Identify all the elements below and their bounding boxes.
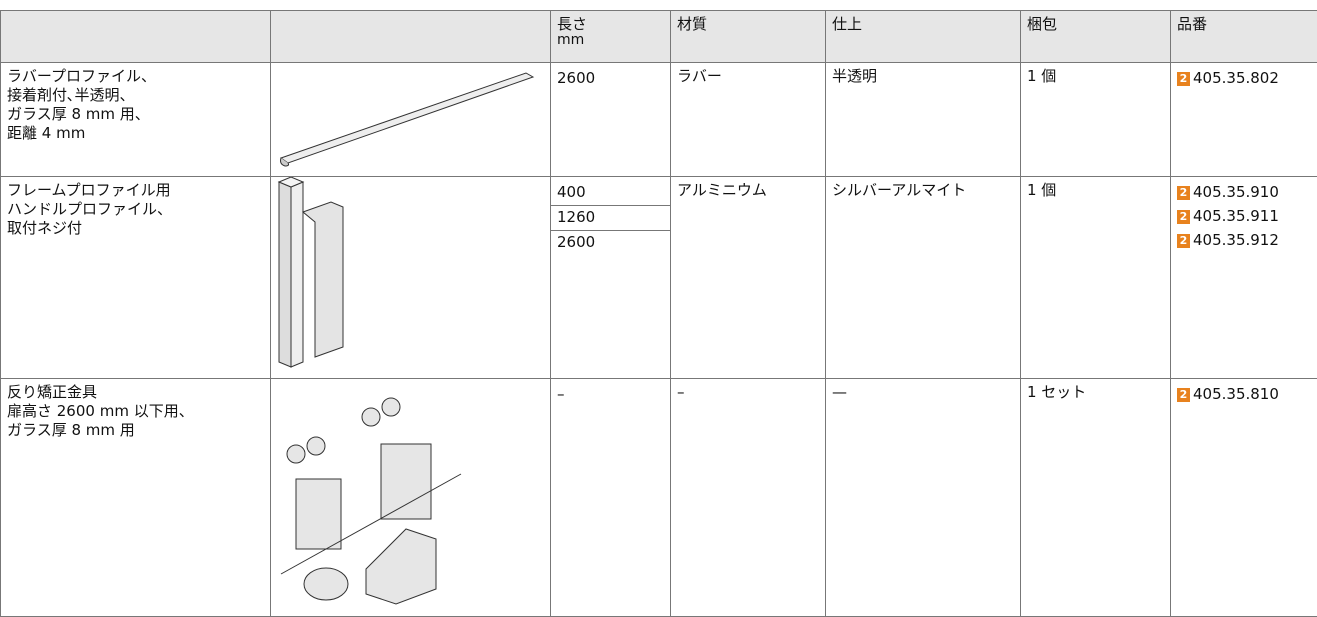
header-cell: 材質 [671,11,826,63]
description-cell: フレームプロファイル用ハンドルプロファイル、取付ネジ付 [1,177,271,379]
finish-cell: 半透明 [826,63,1021,177]
pack-cell: 1 個 [1021,177,1171,379]
badge-icon: 2 [1177,388,1190,402]
rubber-profile-image [271,63,549,171]
description-cell: ラバープロファイル、接着剤付､半透明、ガラス厚 8 mm 用、距離 4 mm [1,63,271,177]
header-cell: 品番 [1171,11,1317,63]
length-value: – [551,383,670,407]
length-value: 1260 [551,206,670,231]
description-line: ガラス厚 8 mm 用、 [7,105,264,124]
length-value: 2600 [551,231,670,255]
part-number-text: 405.35.910 [1193,183,1279,201]
description-line: 取付ネジ付 [7,219,264,238]
header-cell: 梱包 [1021,11,1171,63]
material-cell: ラバー [671,63,826,177]
pack-cell: 1 個 [1021,63,1171,177]
part-number-text: 405.35.810 [1193,385,1279,403]
description-line: 接着剤付､半透明、 [7,86,264,105]
part-number-text: 405.35.802 [1193,69,1279,87]
part-number-text: 405.35.912 [1193,231,1279,249]
image-cell [271,63,551,177]
description-line: 反り矯正金具 [7,383,264,402]
finish-cell: シルバーアルマイト [826,177,1021,379]
table-row: 反り矯正金具扉高さ 2600 mm 以下用、ガラス厚 8 mm 用––—1 セッ… [1,379,1317,617]
handle-profile-image [271,177,549,373]
description-line: 扉高さ 2600 mm 以下用、 [7,402,264,421]
image-cell [271,379,551,617]
length-cell: – [551,379,671,617]
badge-icon: 2 [1177,234,1190,248]
header-cell [1,11,271,63]
pack-cell: 1 セット [1021,379,1171,617]
finish-cell: — [826,379,1021,617]
badge-icon: 2 [1177,210,1190,224]
table-row: ラバープロファイル、接着剤付､半透明、ガラス厚 8 mm 用、距離 4 mm 26… [1,63,1317,177]
description-line: ガラス厚 8 mm 用 [7,421,264,440]
badge-icon: 2 [1177,186,1190,200]
length-value: 400 [551,181,670,206]
material-cell: – [671,379,826,617]
header-cell [271,11,551,63]
description-line: フレームプロファイル用 [7,181,264,200]
table-body: ラバープロファイル、接着剤付､半透明、ガラス厚 8 mm 用、距離 4 mm 26… [1,63,1317,617]
image-cell [271,177,551,379]
description-cell: 反り矯正金具扉高さ 2600 mm 以下用、ガラス厚 8 mm 用 [1,379,271,617]
header-unit: mm [557,34,664,47]
material-cell: アルミニウム [671,177,826,379]
description-line: ハンドルプロファイル、 [7,200,264,219]
bracket-set-image [271,379,549,611]
description-line: ラバープロファイル、 [7,67,264,86]
part-number-text: 405.35.911 [1193,207,1279,225]
length-value: 2600 [551,67,670,91]
description-line: 距離 4 mm [7,124,264,143]
badge-icon: 2 [1177,72,1190,86]
length-cell: 2600 [551,63,671,177]
header-cell: 仕上 [826,11,1021,63]
